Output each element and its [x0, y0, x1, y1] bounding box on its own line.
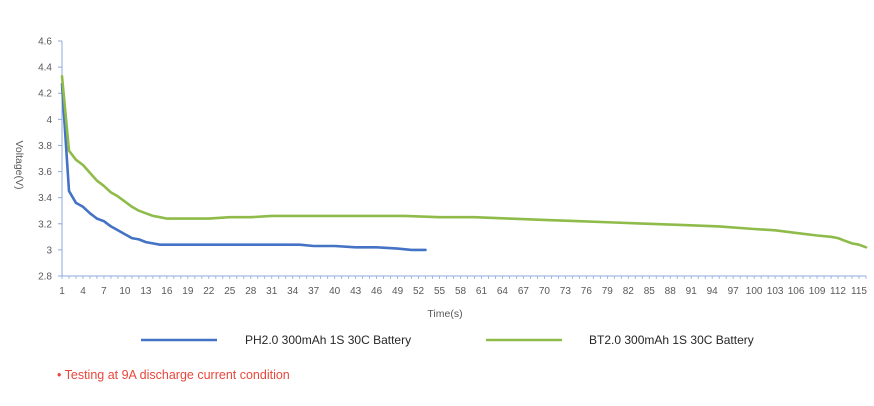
- x-tick-label: 115: [851, 286, 867, 297]
- legend-label-2: BT2.0 300mAh 1S 30C Battery: [589, 333, 754, 347]
- x-tick-label: 94: [707, 286, 719, 297]
- series-layer: [60, 74, 868, 252]
- x-tick-label: 76: [581, 286, 593, 297]
- x-tick-label: 10: [119, 286, 131, 297]
- x-tick-label: 4: [80, 286, 86, 297]
- y-tick-label: 3: [46, 245, 52, 256]
- x-tick-label: 16: [161, 286, 173, 297]
- x-tick-label: 70: [539, 286, 551, 297]
- x-tick-label: 73: [560, 286, 572, 297]
- x-tick-label: 25: [224, 286, 236, 297]
- x-tick-label: 64: [497, 286, 509, 297]
- x-tick-label: 82: [623, 286, 635, 297]
- x-tick-label: 49: [392, 286, 404, 297]
- x-tick-label: 85: [644, 286, 656, 297]
- series-line-1: [60, 82, 427, 252]
- x-tick-label: 97: [728, 286, 740, 297]
- y-tick-label: 3.8: [38, 141, 52, 152]
- x-tick-label: 106: [788, 286, 805, 297]
- x-tick-label: 19: [182, 286, 194, 297]
- x-tick-label: 61: [476, 286, 488, 297]
- x-tick-label: 112: [830, 286, 846, 297]
- x-tick-label: 55: [434, 286, 446, 297]
- x-tick-label: 40: [329, 286, 341, 297]
- x-tick-label: 52: [413, 286, 425, 297]
- x-tick-label: 22: [203, 286, 215, 297]
- x-tick-label: 7: [101, 286, 107, 297]
- x-tick-label: 28: [245, 286, 257, 297]
- x-tick-label: 13: [140, 286, 152, 297]
- x-tick-label: 58: [455, 286, 467, 297]
- y-tick-label: 4.6: [38, 37, 52, 48]
- series-line-2: [60, 74, 868, 249]
- x-axis-title: Time(s): [427, 308, 462, 320]
- x-tick-label: 79: [602, 286, 614, 297]
- test-condition-note: • Testing at 9A discharge current condit…: [57, 368, 290, 382]
- y-axis-title: Voltage(V): [13, 140, 25, 189]
- x-tick-label: 109: [809, 286, 826, 297]
- x-tick-label: 46: [371, 286, 383, 297]
- y-tick-label: 4: [46, 115, 52, 126]
- axes-layer: [61, 41, 866, 277]
- x-tick-label: 43: [350, 286, 362, 297]
- y-tick-label: 2.8: [38, 272, 52, 283]
- x-tick-label: 100: [746, 286, 763, 297]
- legend: PH2.0 300mAh 1S 30C Battery BT2.0 300mAh …: [141, 333, 754, 347]
- x-tick-label: 67: [518, 286, 530, 297]
- x-tick-label: 1: [59, 286, 65, 297]
- y-tick-label: 4.2: [38, 89, 52, 100]
- y-tick-label: 3.2: [38, 219, 52, 230]
- x-tick-label: 34: [287, 286, 299, 297]
- ticks-layer: 2.8 3 3.2 3.4 3.6 3.8 4 4.2 4.4 4.6 1 4 7 10 13 16 19 22 2…: [38, 37, 867, 298]
- x-tick-label: 88: [665, 286, 677, 297]
- y-tick-label: 4.4: [38, 63, 52, 74]
- y-tick-label: 3.4: [38, 193, 52, 204]
- legend-label-1: PH2.0 300mAh 1S 30C Battery: [245, 333, 411, 347]
- x-tick-label: 103: [767, 286, 784, 297]
- x-tick-label: 31: [266, 286, 278, 297]
- y-tick-label: 3.6: [38, 167, 52, 178]
- x-tick-label: 91: [686, 286, 698, 297]
- x-tick-label: 37: [308, 286, 320, 297]
